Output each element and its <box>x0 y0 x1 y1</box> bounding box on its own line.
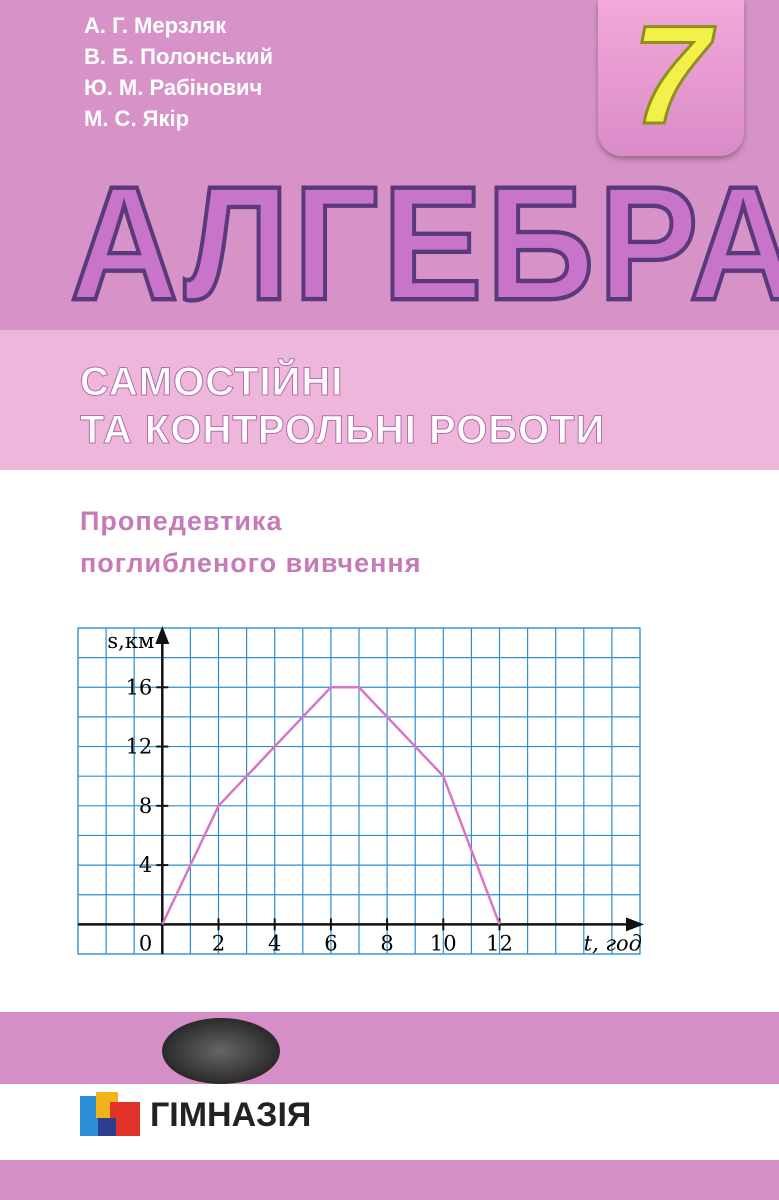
hologram <box>162 1018 280 1084</box>
subtitle-band <box>0 330 779 470</box>
title: АЛГЕБРА <box>68 152 779 334</box>
line <box>161 686 501 925</box>
origin-label: 0 <box>139 931 152 955</box>
grid-frame <box>77 627 641 955</box>
publisher-name: ГІМНАЗІЯ <box>150 1095 312 1134</box>
author: В. Б. Полонський <box>84 44 274 69</box>
chart: 2 4 6 8 10 12 4 8 12 16 0 t, год s,км <box>77 626 644 955</box>
authors: А. Г. Мерзляк В. Б. Полонський Ю. М. Раб… <box>84 10 273 134</box>
subtitle: Самостійні та контрольні роботи <box>79 358 606 454</box>
subtitle-line: та контрольні роботи <box>79 408 606 453</box>
x-tick-label: 12 <box>486 931 513 955</box>
author: М. С. Якір <box>84 106 190 131</box>
note: Пропедевтика поглибленого вивчення <box>80 500 421 584</box>
subtitle-line: Самостійні <box>79 360 344 405</box>
note-line: поглибленого вивчення <box>80 548 422 578</box>
note-line: Пропедевтика <box>80 506 283 536</box>
x-axis-label: t, год <box>584 931 642 955</box>
x-tick-label: 4 <box>268 931 281 955</box>
grade: 7 <box>598 0 744 156</box>
y-tick-label: 16 <box>126 675 153 699</box>
lower-band <box>0 1012 779 1084</box>
y-tick-label: 12 <box>126 735 153 759</box>
y-axis-label: s,км <box>107 629 154 653</box>
y-arrow <box>155 626 170 644</box>
y-tick-label: 4 <box>139 853 152 877</box>
x-arrow <box>626 917 644 932</box>
x-tick-label: 10 <box>430 931 457 955</box>
author: А. Г. Мерзляк <box>84 13 227 38</box>
x-tick-label: 8 <box>380 931 393 955</box>
x-tick-label: 6 <box>324 931 337 955</box>
y-tick-label: 8 <box>139 794 152 818</box>
author: Ю. М. Рабінович <box>84 75 263 100</box>
bottom-band <box>0 1160 779 1200</box>
logo <box>80 1092 140 1136</box>
x-tick-label: 2 <box>212 931 225 955</box>
publisher: ГІМНАЗІЯ <box>80 1092 311 1138</box>
